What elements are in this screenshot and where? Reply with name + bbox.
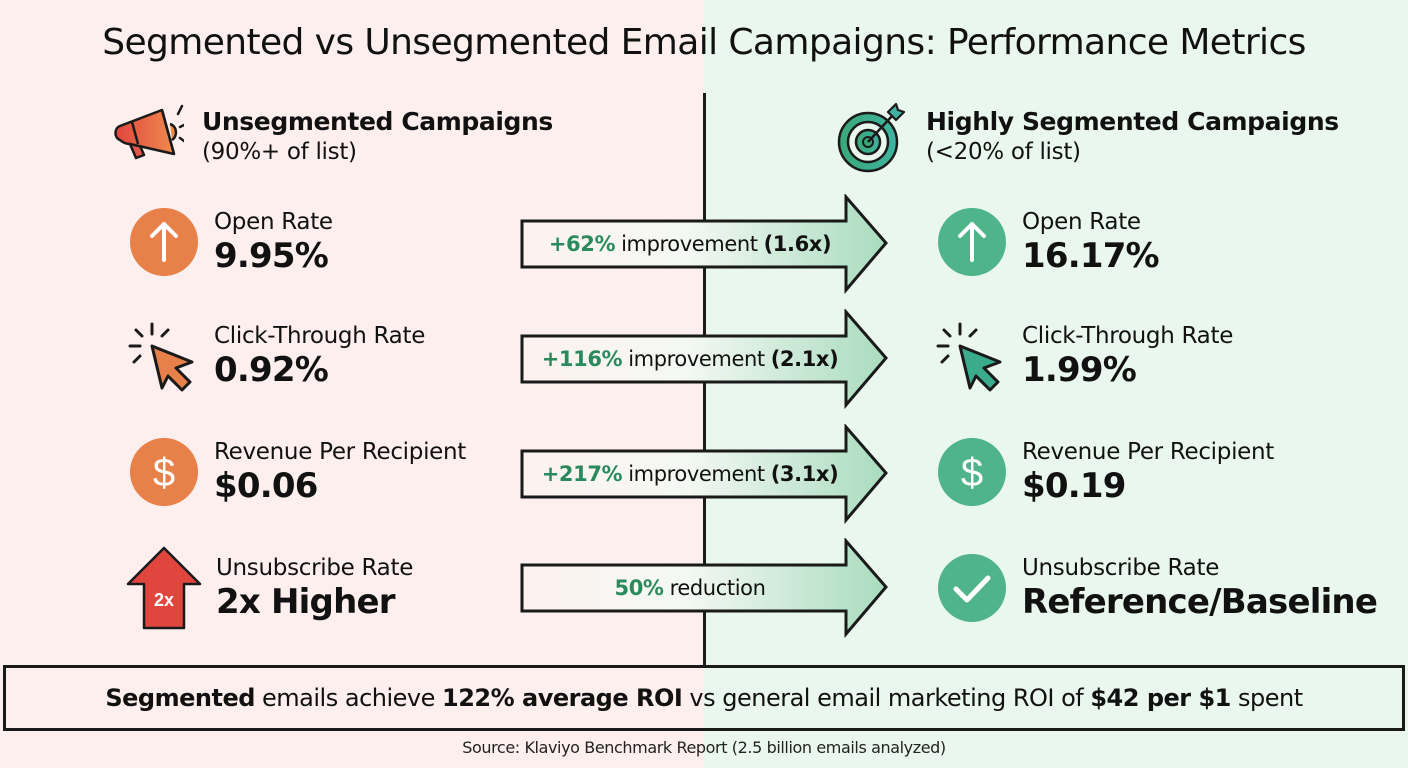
target-icon: [837, 102, 906, 173]
metric-label: Click-Through Rate: [214, 323, 426, 349]
arrow-word: improvement: [621, 232, 758, 256]
page-title: Segmented vs Unsegmented Email Campaigns…: [102, 22, 1306, 63]
unsegmented-subheading: (90%+ of list): [202, 139, 357, 165]
arrow-right-icon: [520, 194, 888, 294]
left-metric-ctr: Click-Through Rate 0.92%: [128, 320, 425, 392]
source-note: Source: Klaviyo Benchmark Report (2.5 bi…: [462, 738, 946, 757]
metric-value: 1.99%: [1022, 350, 1137, 390]
metric-value: $0.06: [214, 466, 318, 506]
dollar-circle-icon: $: [938, 438, 1006, 506]
svg-text:$: $: [153, 451, 175, 495]
cursor-click-icon: [936, 322, 1002, 392]
metric-label: Unsubscribe Rate: [216, 555, 414, 581]
arrow-multiplier: (3.1x): [770, 462, 839, 486]
right-metric-unsubscribe: Unsubscribe Rate Reference/Baseline: [936, 552, 1378, 624]
comparison-arrow-unsubscribe: 50% reduction: [520, 538, 890, 638]
arrow-right-icon: [520, 309, 888, 409]
metric-value: 16.17%: [1022, 236, 1160, 276]
right-metric-ctr: Click-Through Rate 1.99%: [936, 320, 1233, 392]
arrow-percent: 50%: [614, 576, 664, 600]
arrow-percent: +62%: [548, 232, 616, 256]
arrow-right-icon: [520, 538, 888, 638]
metric-label: Open Rate: [1022, 209, 1141, 235]
roi-average: 122% average ROI: [442, 684, 683, 712]
metric-label: Revenue Per Recipient: [1022, 439, 1275, 465]
svg-text:2x: 2x: [154, 590, 174, 610]
metric-label: Click-Through Rate: [1022, 323, 1234, 349]
segmented-heading: Highly Segmented Campaigns: [926, 107, 1339, 136]
roi-general: $42 per $1: [1090, 684, 1231, 712]
dollar-circle-icon: $: [130, 438, 198, 506]
roi-summary-box: Segmented emails achieve 122% average RO…: [3, 665, 1405, 731]
right-metric-open-rate: Open Rate 16.17%: [936, 206, 1160, 278]
cursor-click-icon: [128, 322, 194, 392]
metric-value: $0.19: [1022, 466, 1126, 506]
svg-text:$: $: [961, 451, 983, 495]
roi-segmented: Segmented: [105, 684, 255, 712]
arrow-right-icon: [520, 424, 888, 524]
arrow-up-circle-icon: [938, 208, 1006, 276]
arrow-percent: +116%: [541, 347, 623, 371]
arrow-multiplier: (2.1x): [770, 347, 839, 371]
metric-value: 0.92%: [214, 350, 329, 390]
arrow-word: improvement: [628, 347, 765, 371]
right-metric-revenue: $ Revenue Per Recipient $0.19: [936, 436, 1274, 508]
unsegmented-header: Unsegmented Campaigns (90%+ of list): [110, 100, 553, 174]
megaphone-icon: [114, 104, 184, 160]
comparison-arrow-ctr: +116% improvement (2.1x): [520, 309, 890, 409]
metric-label: Open Rate: [214, 209, 333, 235]
check-circle-icon: [938, 554, 1006, 622]
roi-text: spent: [1230, 684, 1303, 712]
comparison-arrow-open-rate: +62% improvement (1.6x): [520, 194, 890, 294]
left-metric-open-rate: Open Rate 9.95%: [128, 206, 333, 278]
arrow-multiplier: (1.6x): [763, 232, 832, 256]
arrow-word: improvement: [628, 462, 765, 486]
metric-value: 9.95%: [214, 236, 329, 276]
segmented-header: Highly Segmented Campaigns (<20% of list…: [834, 100, 1339, 174]
metric-label: Unsubscribe Rate: [1022, 555, 1220, 581]
roi-text: emails achieve: [254, 684, 442, 712]
unsegmented-heading: Unsegmented Campaigns: [202, 107, 553, 136]
big-up-arrow-icon: 2x: [126, 546, 202, 630]
arrow-up-circle-icon: [130, 208, 198, 276]
left-metric-revenue: $ Revenue Per Recipient $0.06: [128, 436, 466, 508]
metric-value: 2x Higher: [216, 582, 396, 622]
metric-value: Reference/Baseline: [1022, 582, 1378, 622]
metric-label: Revenue Per Recipient: [214, 439, 467, 465]
roi-text: vs general email marketing ROI of: [682, 684, 1091, 712]
arrow-word: reduction: [669, 576, 766, 600]
left-metric-unsubscribe: 2x Unsubscribe Rate 2x Higher: [126, 546, 413, 630]
comparison-arrow-revenue: +217% improvement (3.1x): [520, 424, 890, 524]
arrow-percent: +217%: [541, 462, 623, 486]
segmented-subheading: (<20% of list): [926, 139, 1081, 165]
